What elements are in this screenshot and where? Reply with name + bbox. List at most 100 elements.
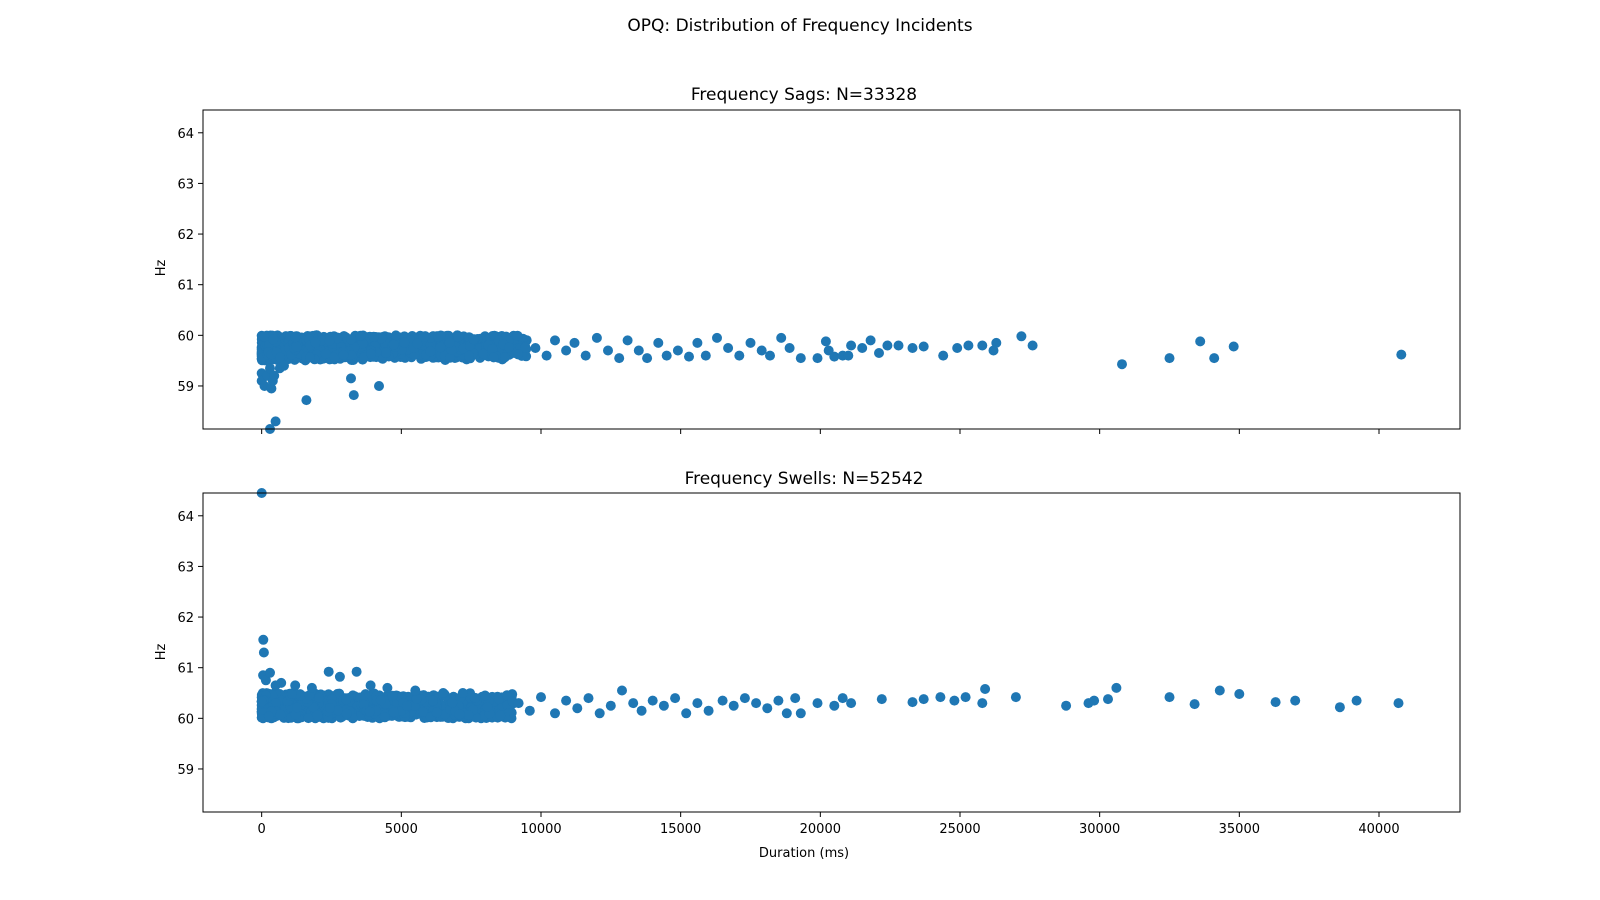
y-tick-label: 61 [177, 662, 194, 677]
scatter-point [988, 345, 999, 356]
scatter-point [530, 343, 541, 353]
scatter-point [977, 340, 988, 351]
scatter-point [572, 703, 583, 714]
scatter-point [846, 340, 857, 351]
scatter-point [290, 680, 301, 691]
scatter-point [561, 345, 572, 356]
scatter-point [692, 337, 703, 348]
scatter-point [435, 330, 446, 341]
scatter-point [1234, 689, 1245, 699]
axes-swells: 0 5000 10000 15000 20000 25000 30000 35000 40000… [177, 492, 1461, 837]
scatter-point [605, 700, 616, 711]
scatter-marks-sags [256, 330, 1407, 434]
scatter-point [960, 692, 971, 703]
scatter-point [591, 332, 602, 343]
scatter-point [692, 698, 703, 709]
scatter-point [734, 350, 745, 361]
y-tick-label: 61 [177, 279, 194, 294]
scatter-point [1061, 700, 1072, 711]
scatter-point [728, 700, 739, 711]
scatter-point [907, 697, 918, 708]
scatter-point [412, 338, 423, 349]
scatter-point [1010, 692, 1021, 703]
axes-sags: 59 60 61 62 63 64 [177, 109, 1461, 434]
scatter-point [431, 707, 442, 718]
scatter-point [453, 331, 464, 342]
scatter-point [918, 694, 929, 705]
scatter-point [454, 709, 465, 720]
y-tick-label: 64 [177, 127, 194, 142]
scatter-point [435, 342, 446, 353]
scatter-point [893, 340, 904, 351]
scatter-point [580, 350, 591, 361]
scatter-point [949, 695, 960, 706]
scatter-point [418, 332, 429, 343]
scatter-point [324, 335, 335, 346]
scatter-point [594, 708, 605, 719]
scatter-point [857, 343, 868, 353]
scatter-point [499, 352, 510, 363]
scatter-point [306, 682, 317, 693]
scatter-point [633, 345, 644, 356]
y-tick-label: 60 [177, 329, 194, 344]
scatter-point [341, 694, 352, 705]
scatter-point [457, 688, 468, 698]
scatter-point [266, 383, 277, 394]
scatter-point [617, 685, 627, 696]
scatter-point [464, 350, 474, 361]
scatter-point [1117, 359, 1127, 370]
scatter-point [411, 693, 422, 704]
x-tick-label: 5000 [385, 822, 418, 837]
scatter-point [374, 381, 384, 391]
scatter-point [1111, 682, 1122, 693]
scatter-point [292, 702, 303, 713]
scatter-point [265, 363, 275, 374]
scatter-point [387, 690, 398, 701]
scatter-point [776, 332, 787, 343]
x-tick-label: 35000 [1219, 822, 1260, 837]
y-tick-label: 62 [177, 228, 194, 243]
scatter-point [388, 707, 399, 718]
scatter-point [963, 340, 974, 351]
scatter-point [561, 695, 572, 706]
y-tick-label: 59 [177, 380, 194, 395]
scatter-point [647, 695, 658, 706]
y-tick-label: 63 [177, 177, 194, 192]
scatter-point [1189, 699, 1200, 710]
scatter-point [276, 677, 287, 688]
scatter-point [935, 692, 946, 703]
scatter-point [268, 334, 279, 345]
x-axis-label: Duration (ms) [759, 846, 849, 861]
scatter-point [1334, 702, 1345, 713]
scatter-point [410, 685, 421, 696]
scatter-point [487, 343, 498, 354]
scatter-point [1351, 695, 1362, 706]
panel-title-sags: Frequency Sags: N=33328 [691, 85, 917, 105]
scatter-point [658, 700, 669, 711]
scatter-point [346, 350, 357, 360]
scatter-point [784, 343, 795, 353]
scatter-point [843, 350, 854, 361]
x-tick-label: 20000 [800, 822, 841, 837]
y-tick-label: 60 [177, 712, 194, 727]
scatter-point [907, 343, 918, 353]
scatter-point [263, 711, 274, 722]
scatter-point [622, 335, 633, 346]
scatter-point [348, 390, 359, 401]
scatter-point [260, 675, 271, 686]
axes-frame [202, 109, 1461, 430]
scatter-point [495, 710, 506, 721]
axes-frame [202, 492, 1461, 813]
scatter-point [478, 348, 489, 359]
scatter-point [504, 342, 515, 353]
scatter-point [684, 351, 694, 362]
scatter-point [332, 705, 343, 716]
scatter-point [341, 708, 352, 719]
scatter-point [357, 338, 368, 349]
scatter-point [323, 666, 334, 677]
scatter-point [991, 337, 1002, 348]
scatter-marks-swells [256, 488, 1404, 724]
scatter-point [512, 330, 523, 341]
scatter-point [428, 695, 438, 706]
